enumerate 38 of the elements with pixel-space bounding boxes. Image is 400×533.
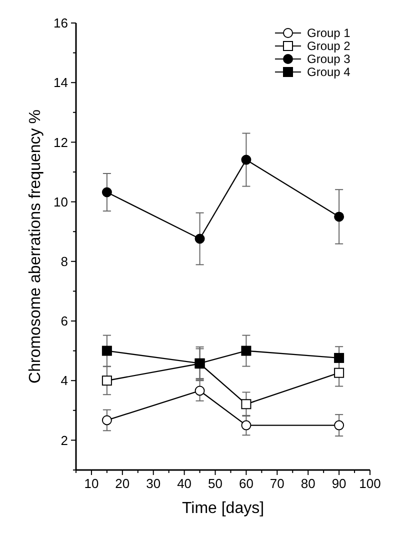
point <box>194 234 205 244</box>
legend-label: Group 2 <box>307 39 351 54</box>
x-tick-label: 100 <box>359 476 381 491</box>
legend-label: Group 1 <box>307 26 351 40</box>
point <box>334 212 344 222</box>
y-tick-label: 8 <box>60 254 68 269</box>
point <box>102 415 112 426</box>
legend-label: Group 3 <box>307 52 351 66</box>
point <box>334 420 344 430</box>
x-tick-label: 60 <box>238 476 254 491</box>
y-tick-label: 16 <box>54 16 68 31</box>
x-axis-title: Time [days] <box>182 500 264 517</box>
point <box>334 368 344 378</box>
y-tick-label: 14 <box>54 75 68 90</box>
x-tick-label: 30 <box>146 476 161 491</box>
y-tick-label: 6 <box>60 314 68 329</box>
x-tick-label: 20 <box>115 476 130 491</box>
y-axis-title: Chromosome aberrations frequency % <box>27 110 44 384</box>
point <box>241 154 252 165</box>
point <box>334 352 344 363</box>
y-tick-label: 12 <box>54 134 68 150</box>
x-tick-label: 70 <box>270 476 284 491</box>
point <box>102 187 112 198</box>
point <box>194 386 205 396</box>
x-tick-label: 40 <box>177 476 192 491</box>
x-tick-label: 50 <box>208 476 222 491</box>
y-tick-label: 2 <box>60 432 68 448</box>
y-tick-label: 4 <box>60 373 68 388</box>
point <box>241 346 252 356</box>
x-tick-label: 10 <box>84 476 99 491</box>
point <box>102 346 112 356</box>
point <box>241 420 252 430</box>
x-tick-label: 80 <box>300 476 316 491</box>
legend-label: Group 4 <box>307 65 351 80</box>
x-tick-label: 90 <box>332 476 346 491</box>
point <box>241 399 252 410</box>
point <box>102 376 112 386</box>
y-tick-label: 10 <box>54 194 68 210</box>
